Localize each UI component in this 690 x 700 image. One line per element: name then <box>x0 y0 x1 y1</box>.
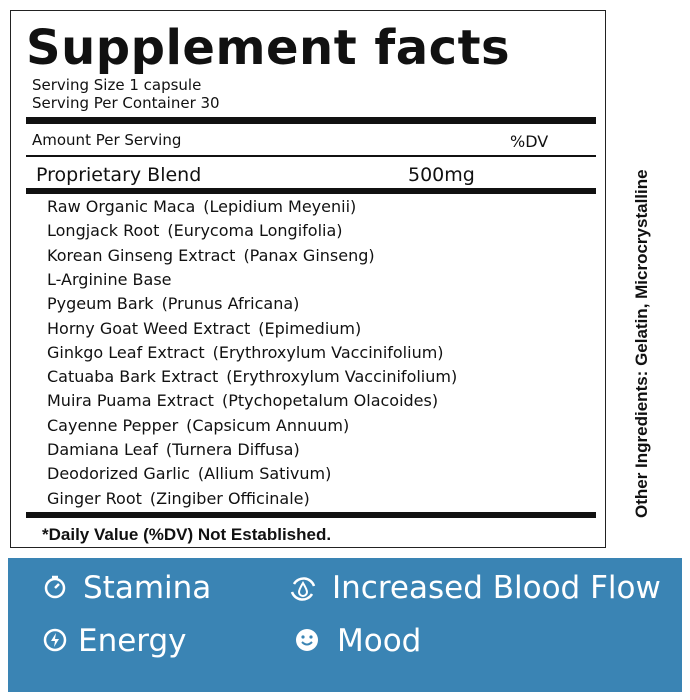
ingredient-botanical: (Capsicum Annuum) <box>186 415 350 435</box>
benefit: Increased Blood Flow <box>332 570 661 606</box>
ingredient-name: Damiana Leaf <box>47 440 158 459</box>
blend-amount: 500mg <box>408 164 475 186</box>
ingredient-botanical: (Epimedium) <box>258 318 362 338</box>
divider <box>26 512 596 518</box>
ingredient-name: Catuaba Bark Extract <box>47 367 219 387</box>
amount-per-serving: Amount Per Serving <box>32 131 182 149</box>
ingredient-name: Muira Puama Extract <box>47 391 214 411</box>
ingredient-name: Korean Ginseng Extract <box>47 245 236 265</box>
mood-icon <box>296 629 318 651</box>
ingredient-name: Horny Goat Weed Extract <box>47 318 251 338</box>
divider <box>26 188 596 194</box>
ingredient-botanical: (Eurycoma Longifolia) <box>167 221 343 241</box>
ingredient-botanical: (Ptychopetalum Olacoides) <box>221 391 439 411</box>
ingredient: Horny Goat Weed Extract (Epimedium) <box>47 319 361 338</box>
ingredient: Ginkgo Leaf Extract (Erythroxylum Vaccini… <box>47 343 444 362</box>
ingredient-name: Pygeum Bark <box>47 294 154 314</box>
ingredient-name: Raw Organic Maca <box>47 197 196 216</box>
serving-size: Serving Size 1 capsule <box>32 76 202 94</box>
ingredient-botanical: (Erythroxylum Vaccinifolium) <box>212 342 444 362</box>
ingredient: Ginger Root (Zingiber Officinale) <box>47 489 310 508</box>
divider <box>26 117 596 124</box>
title: Supplement facts <box>26 20 511 76</box>
dv-header: %DV <box>510 132 549 151</box>
ingredient-botanical: (Zingiber Officinale) <box>149 488 310 508</box>
stamina-icon <box>44 575 66 599</box>
ingredient-name: Longjack Root <box>47 221 160 241</box>
ingredient: Pygeum Bark (Prunus Africana) <box>47 294 299 313</box>
ingredient-botanical: (Prunus Africana) <box>161 294 300 314</box>
blend-name: Proprietary Blend <box>36 164 202 186</box>
ingredient: Korean Ginseng Extract (Panax Ginseng) <box>47 246 375 265</box>
benefit: Energy <box>78 623 187 659</box>
ingredient-botanical: (Erythroxylum Vaccinifolium) <box>226 367 458 387</box>
ingredient-name: Ginkgo Leaf Extract <box>47 342 205 362</box>
other-ingredients: Other Ingredients: Gelatin, Microcrystal… <box>632 169 651 518</box>
divider <box>26 155 596 157</box>
ingredient: Raw Organic Maca (Lepidium Meyenii) <box>47 197 356 216</box>
ingredient: Muira Puama Extract (Ptychopetalum Olacoi… <box>47 391 438 410</box>
ingredient-botanical: (Lepidium Meyenii) <box>203 197 357 216</box>
footnote: *Daily Value (%DV) Not Established. <box>42 525 332 544</box>
benefits-band <box>8 558 682 692</box>
ingredient-name: Cayenne Pepper <box>47 415 179 435</box>
ingredient: Cayenne Pepper (Capsicum Annuum) <box>47 416 349 435</box>
ingredient-name: Ginger Root <box>47 488 142 508</box>
ingredient-botanical: (Turnera Diffusa) <box>165 440 300 459</box>
ingredient: L-Arginine Base <box>47 270 172 289</box>
ingredient-name: L-Arginine Base <box>47 269 172 289</box>
energy-icon <box>43 628 67 652</box>
benefit: Mood <box>337 623 422 659</box>
blood-flow-icon <box>290 577 316 601</box>
ingredient-name: Deodorized Garlic <box>47 464 190 484</box>
benefit: Stamina <box>83 570 212 606</box>
ingredient: Longjack Root (Eurycoma Longifolia) <box>47 221 343 240</box>
ingredient: Catuaba Bark Extract (Erythroxylum Vaccin… <box>47 367 457 386</box>
ingredient-botanical: (Allium Sativum) <box>197 464 332 484</box>
ingredient: Damiana Leaf (Turnera Diffusa) <box>47 440 300 459</box>
ingredient-botanical: (Panax Ginseng) <box>243 245 375 265</box>
ingredient: Deodorized Garlic (Allium Sativum) <box>47 464 331 483</box>
label-box <box>10 10 606 548</box>
servings-per-container: Serving Per Container 30 <box>32 94 220 112</box>
